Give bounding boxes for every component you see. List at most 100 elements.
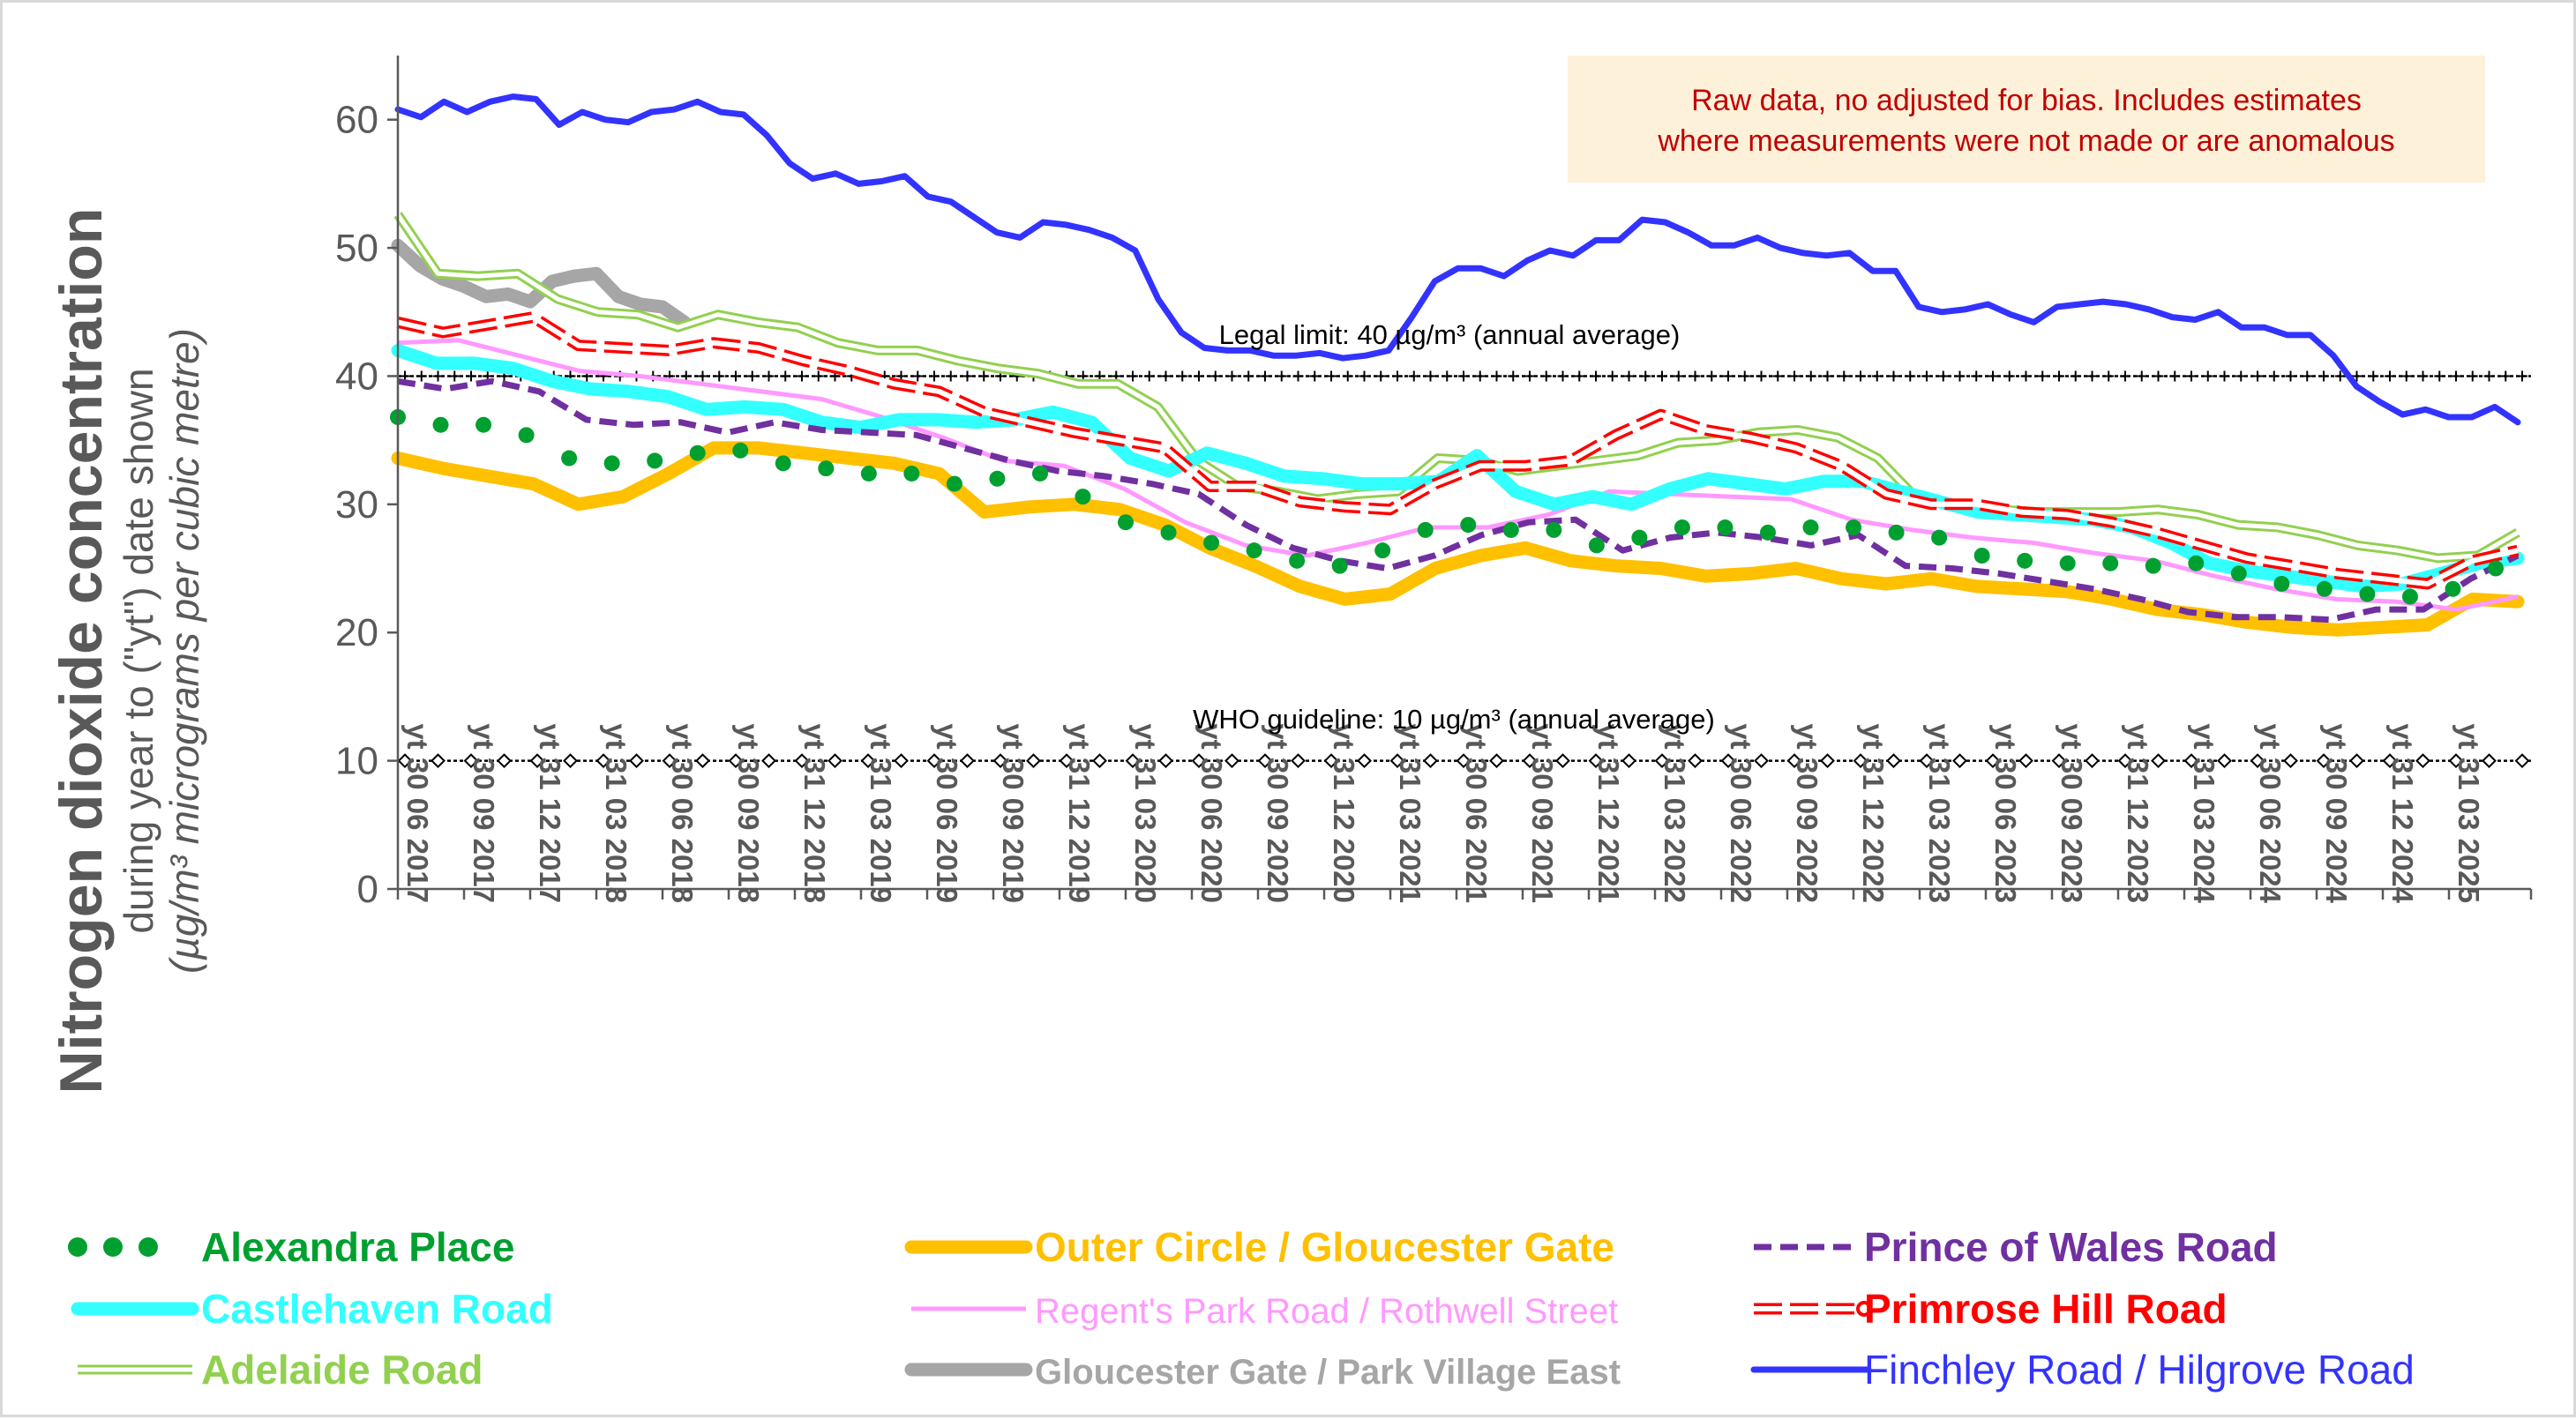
- who-guideline-marker: [1092, 753, 1107, 769]
- who-guideline-marker: [1522, 753, 1538, 769]
- legal-limit-marker: [1474, 370, 1486, 382]
- x-tick-label: yt 31 12 2024: [2386, 723, 2419, 903]
- data-point: [2230, 565, 2247, 582]
- series-outer-circle-gloucester-gate: [391, 441, 2525, 637]
- who-guideline-marker: [1919, 753, 1935, 769]
- who-guideline-marker: [1555, 753, 1570, 769]
- who-guideline-marker: [894, 753, 909, 769]
- x-tick-label: yt 30 09 2017: [468, 723, 500, 903]
- legal-limit-marker: [680, 370, 692, 382]
- legal-limit-marker: [1822, 370, 1833, 382]
- y-tick-label: 20: [335, 611, 378, 654]
- legend-item-outer-circle-gloucester-gate: Outer Circle / Gloucester Gate: [904, 1224, 1614, 1270]
- data-point: [647, 452, 663, 469]
- legal-limit-marker: [2003, 370, 2015, 382]
- legal-limit-marker: [1657, 370, 1667, 382]
- x-tick-label: yt 31 03 2019: [865, 723, 897, 903]
- series-line: [397, 338, 2519, 612]
- who-guideline-marker: [431, 753, 446, 769]
- legal-limit-marker: [1640, 370, 1651, 382]
- data-point: [1588, 537, 1605, 554]
- data-point: [1246, 542, 1262, 559]
- who-guideline-marker: [2217, 753, 2232, 769]
- legal-limit-marker: [945, 370, 956, 382]
- data-point: [903, 465, 920, 482]
- legal-limit-marker: [1905, 370, 1916, 382]
- who-guideline-marker: [1125, 753, 1141, 769]
- data-point: [561, 450, 578, 467]
- legal-limit-marker: [1689, 370, 1701, 382]
- legend-swatch-dot: [139, 1237, 158, 1257]
- legal-limit-marker: [1789, 370, 1800, 382]
- who-guideline-marker: [827, 753, 842, 769]
- legal-limit-marker: [1606, 370, 1618, 382]
- data-point: [432, 416, 449, 433]
- who-guideline-marker: [1588, 753, 1604, 769]
- reference-lines: [397, 370, 2531, 769]
- who-guideline-marker: [1059, 753, 1075, 769]
- x-tick-label: yt 31 03 2018: [600, 723, 633, 903]
- who-guideline-marker: [1257, 753, 1273, 769]
- chart-svg: 0 10 20 30 40 50 60 yt 30 06 2017 yt 30 09 2017 y…: [48, 56, 2533, 1393]
- legal-limit-marker: [1326, 370, 1337, 382]
- x-tick-label: yt 31 03 2021: [1394, 723, 1427, 903]
- data-point: [860, 465, 877, 482]
- who-guideline-marker: [2283, 753, 2298, 769]
- data-point: [1973, 548, 1990, 564]
- who-guideline-marker: [860, 753, 876, 769]
- who-guideline-marker: [1754, 753, 1769, 769]
- y-axis-title-units: (µg/m³ micrograms per cubic metre): [161, 328, 207, 974]
- y-axis-title-main: Nitrogen dioxide concentration: [48, 208, 115, 1094]
- y-tick-label: 0: [357, 868, 378, 911]
- who-guideline-marker: [2151, 753, 2166, 769]
- series-layer: [390, 93, 2525, 637]
- legal-limit-marker: [2103, 370, 2115, 382]
- legal-limit-marker: [2020, 370, 2032, 382]
- legal-limit-marker: [2451, 370, 2461, 382]
- legal-limit-marker: [2318, 370, 2329, 382]
- who-guideline-marker: [463, 753, 479, 769]
- legal-limit-marker: [1309, 370, 1321, 382]
- legal-limit-marker: [2467, 370, 2478, 382]
- data-point: [818, 460, 835, 477]
- who-guideline-marker: [1621, 753, 1636, 769]
- x-tick-label: yt 31 03 2024: [2188, 723, 2220, 903]
- legend-label: Outer Circle / Gloucester Gate: [1035, 1224, 1614, 1270]
- legal-limit-marker: [1508, 370, 1519, 382]
- legal-limit-marker: [1243, 370, 1254, 382]
- who-guideline-marker: [926, 753, 942, 769]
- legal-limit-marker: [2136, 370, 2147, 382]
- legal-limit-marker: [1739, 370, 1750, 382]
- legal-limit-marker: [2334, 370, 2346, 382]
- legal-limit-marker: [1408, 370, 1419, 382]
- data-point: [2488, 560, 2504, 577]
- series-prince-of-wales-road: [397, 377, 2520, 624]
- legal-limit-marker: [1591, 370, 1601, 382]
- data-point: [1631, 529, 1648, 546]
- who-guideline-marker: [794, 753, 810, 769]
- x-tick-label: yt 31 03 2022: [1659, 723, 1691, 903]
- data-point: [603, 455, 620, 472]
- x-tick-label: yt 30 06 2020: [1195, 723, 1228, 903]
- legal-limit-marker: [2202, 370, 2213, 382]
- legal-limit-marker: [1160, 370, 1172, 382]
- legal-limit-marker: [763, 370, 775, 382]
- legal-limit-marker: [2235, 370, 2247, 382]
- annotation-box: Raw data, no adjusted for bias. Includes…: [1568, 56, 2485, 183]
- who-guideline-marker: [960, 753, 975, 769]
- legal-limit-marker: [1772, 370, 1784, 382]
- x-tick-label: yt 31 12 2019: [1063, 723, 1096, 903]
- data-point: [2017, 552, 2033, 569]
- x-tick-label: yt 30 06 2019: [931, 723, 963, 903]
- data-point: [1759, 524, 1776, 541]
- legal-limit-marker: [2070, 370, 2081, 382]
- x-tick-label: yt 30 06 2024: [2254, 723, 2287, 903]
- who-guideline-marker: [1886, 753, 1901, 769]
- legal-limit-marker: [2351, 370, 2363, 382]
- who-guideline-marker: [629, 753, 644, 769]
- legal-limit-marker: [1226, 370, 1238, 382]
- x-tick-label: yt 30 09 2020: [1262, 723, 1294, 903]
- x-tick-label: yt 31 12 2017: [534, 723, 566, 903]
- legal-limit-marker: [2385, 370, 2395, 382]
- legal-limit-marker: [714, 370, 725, 382]
